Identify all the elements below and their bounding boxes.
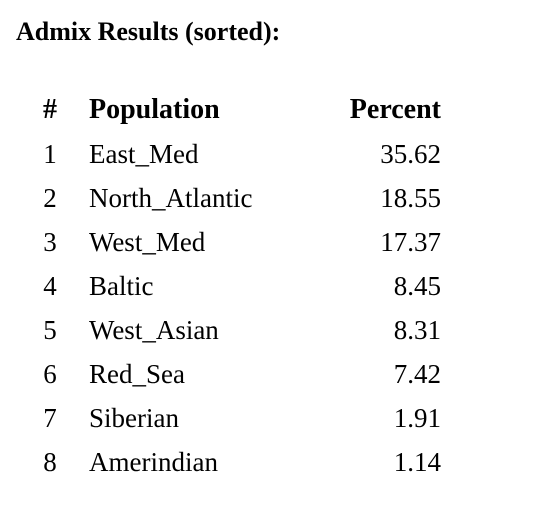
percent: 18.55 [380,183,441,213]
population: Baltic [89,271,154,301]
population: West_Med [89,227,206,257]
row-number: 2 [43,183,57,213]
row-number: 1 [43,139,57,169]
column-header: Percent [349,94,441,125]
percent: 1.14 [393,447,441,477]
column-header: # [43,94,57,125]
percent: 17.37 [380,227,441,257]
row-number: 8 [43,447,57,477]
population: Amerindian [89,447,218,477]
percent: 1.91 [393,403,441,433]
title: Admix Results (sorted): [16,17,281,46]
percent: 8.31 [393,315,441,345]
row-number: 4 [43,271,57,301]
row-number: 7 [43,403,57,433]
column-header: Population [89,94,220,125]
population: Red_Sea [89,359,185,389]
percent: 35.62 [380,139,441,169]
population: East_Med [89,139,199,169]
percent: 8.45 [393,271,441,301]
row-number: 3 [43,227,57,257]
row-number: 5 [43,315,57,345]
population: West_Asian [89,315,219,345]
population: North_Atlantic [89,183,253,213]
row-number: 6 [43,359,57,389]
percent: 7.42 [393,359,441,389]
population: Siberian [89,403,179,433]
